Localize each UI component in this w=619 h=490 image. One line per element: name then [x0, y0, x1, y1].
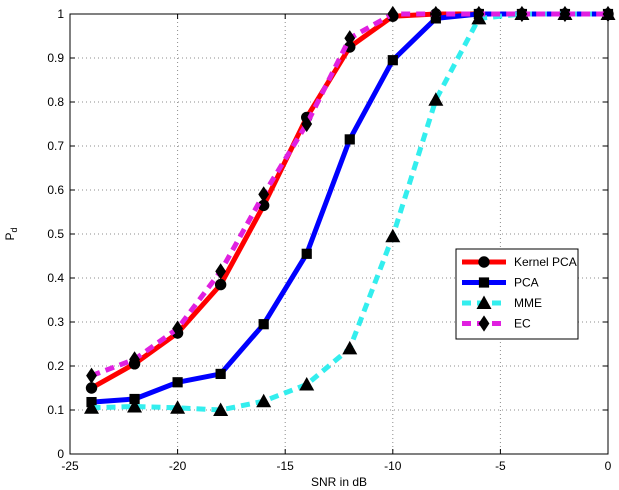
data-point-triangle [170, 400, 186, 414]
y-tick-label: 0.5 [47, 227, 64, 241]
data-point-circle [85, 382, 98, 394]
data-point-square [258, 319, 269, 330]
y-tick-label: 0.4 [47, 271, 64, 285]
y-tick-label: 1 [57, 7, 64, 21]
legend-label: EC [514, 317, 531, 331]
data-point-diamond [387, 5, 399, 23]
data-point-triangle [299, 376, 315, 391]
data-point-square [215, 368, 226, 380]
data-point-circle [214, 278, 227, 291]
y-tick-label: 0.9 [47, 51, 64, 65]
legend-label: Kernel PCA [514, 255, 577, 269]
y-axis-label: Pd [3, 227, 19, 240]
data-point-diamond [301, 115, 313, 133]
data-point-diamond [559, 5, 571, 23]
y-tick-label: 0.6 [47, 183, 64, 197]
y-tick-label: 0.2 [47, 359, 64, 373]
data-point-diamond [473, 5, 485, 23]
y-tick-label: 0.8 [47, 95, 64, 109]
legend-marker-triangle [476, 295, 492, 309]
legend-label: MME [514, 296, 542, 310]
data-point-diamond [172, 320, 183, 337]
data-point-diamond [430, 5, 442, 23]
data-point-triangle [342, 340, 358, 355]
data-point-triangle [127, 398, 143, 413]
data-point-square [301, 248, 312, 259]
y-tick-label: 0 [57, 447, 64, 461]
data-point-diamond [258, 186, 270, 203]
x-tick-label: -20 [169, 459, 187, 473]
x-axis-label: SNR in dB [311, 475, 367, 489]
series-mme [84, 6, 616, 416]
data-point-diamond [344, 30, 356, 47]
data-point-triangle [385, 228, 401, 243]
x-tick-label: -10 [384, 459, 402, 473]
legend-marker-diamond [478, 315, 490, 332]
x-tick-label: -15 [277, 459, 295, 473]
data-point-circle [257, 199, 270, 212]
y-tick-label: 0.3 [47, 315, 64, 329]
y-axis-label-subscript: d [9, 227, 19, 232]
data-point-square [344, 134, 355, 145]
axis-ticks: -25 -20 -15 -10 -5 0 0 0.1 0.2 0.3 0.4 0.5 0.6 0.7 0.8… [47, 7, 611, 473]
data-point-square [172, 377, 183, 388]
x-tick-label: -5 [495, 459, 506, 473]
y-tick-label: 0.1 [47, 403, 64, 417]
x-tick-label: -25 [61, 459, 79, 473]
legend: Kernel PCA PCA MME EC [455, 248, 579, 340]
data-point-diamond [516, 5, 528, 23]
data-point-triangle [428, 92, 444, 106]
data-point-square [387, 55, 398, 66]
data-point-diamond [129, 351, 140, 368]
data-point-circle [344, 41, 356, 53]
data-point-triangle [256, 393, 272, 408]
legend-marker-circle [478, 256, 490, 268]
series-ec [86, 5, 614, 384]
data-point-triangle [84, 400, 100, 414]
data-point-triangle [213, 402, 229, 416]
y-axis-label-main: P [3, 233, 17, 241]
data-point-diamond [215, 263, 227, 280]
y-tick-label: 0.7 [47, 139, 64, 153]
data-point-diamond [602, 5, 614, 23]
legend-label: PCA [514, 276, 539, 290]
legend-marker-square [478, 277, 490, 288]
x-tick-label: 0 [605, 459, 612, 473]
series-group [84, 5, 616, 416]
data-point-diamond [86, 367, 97, 384]
svg-text:Pd: Pd [3, 227, 19, 240]
